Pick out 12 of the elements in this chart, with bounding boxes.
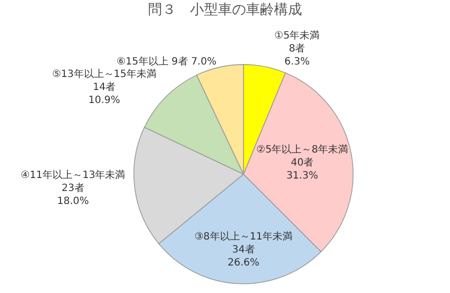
data-label: 34者 26.6% bbox=[228, 244, 260, 269]
chart-title: 問３ 小型車の車齢構成 bbox=[148, 2, 302, 18]
data-label: 23者 18.0% bbox=[57, 182, 89, 207]
data-label: 14者 10.9% bbox=[88, 81, 120, 106]
slice-label: ⑤13年以上～15年未満 bbox=[52, 68, 156, 80]
data-label: 40者 31.3% bbox=[286, 156, 318, 182]
slice-label: ③8年以上～11年未満 bbox=[194, 230, 293, 243]
slice-label: ⑥15年以上 9者 7.0% bbox=[116, 55, 216, 68]
slice-label: ①5年未満 bbox=[274, 29, 320, 42]
data-label: 8者 6.3% bbox=[284, 42, 310, 68]
slice-label: ④11年以上～13年未満 bbox=[20, 168, 126, 181]
slice-label: ②5年以上～8年未満 bbox=[256, 143, 348, 156]
